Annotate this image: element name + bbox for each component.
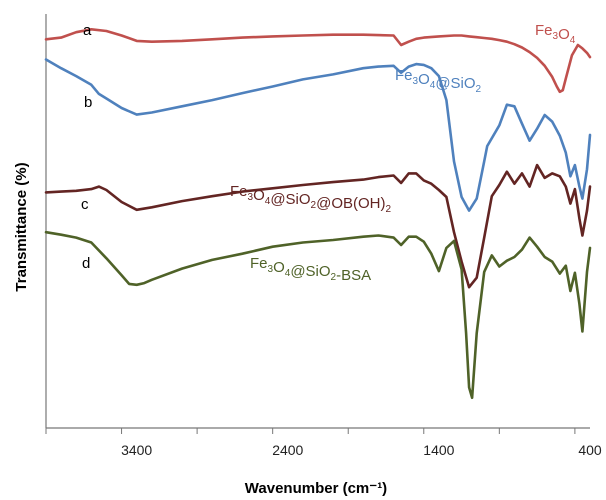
series-d: d Fe3O4@SiO2-BSA (44, 230, 592, 400)
series-label-d: Fe3O4@SiO2-BSA (250, 255, 371, 284)
series-layer: a Fe3O4 b Fe3O4@SiO2 c Fe3O4@SiO2@OB(OH)2 d Fe3… (44, 22, 592, 400)
series-label-c: Fe3O4@SiO2@OB(OH)2 (230, 183, 392, 215)
x-tick-label: 2400 (272, 442, 303, 458)
x-tick-label: 3400 (121, 442, 152, 458)
y-axis-label: Transmittance (%) (13, 162, 30, 291)
series-letter-a: a (83, 22, 92, 39)
series-label-b: Fe3O4@SiO2 (395, 67, 482, 95)
x-tick-label: 1400 (423, 442, 454, 458)
series-line-c (44, 163, 592, 289)
series-a: a Fe3O4 (44, 22, 592, 94)
series-letter-b: b (84, 94, 92, 111)
series-line-a (44, 28, 592, 94)
series-b: b Fe3O4@SiO2 (44, 58, 592, 212)
x-axis-label: Wavenumber (cm⁻¹) (245, 480, 387, 497)
series-letter-d: d (82, 255, 90, 272)
series-label-a: Fe3O4 (535, 22, 576, 46)
tick-labels: 3400 2400 1400 400 (121, 442, 602, 458)
series-line-b (44, 58, 592, 212)
axes (45, 14, 590, 434)
series-line-d (44, 230, 592, 400)
series-letter-c: c (81, 196, 89, 213)
x-tick-label: 400 (578, 442, 602, 458)
series-c: c Fe3O4@SiO2@OB(OH)2 (44, 163, 592, 289)
